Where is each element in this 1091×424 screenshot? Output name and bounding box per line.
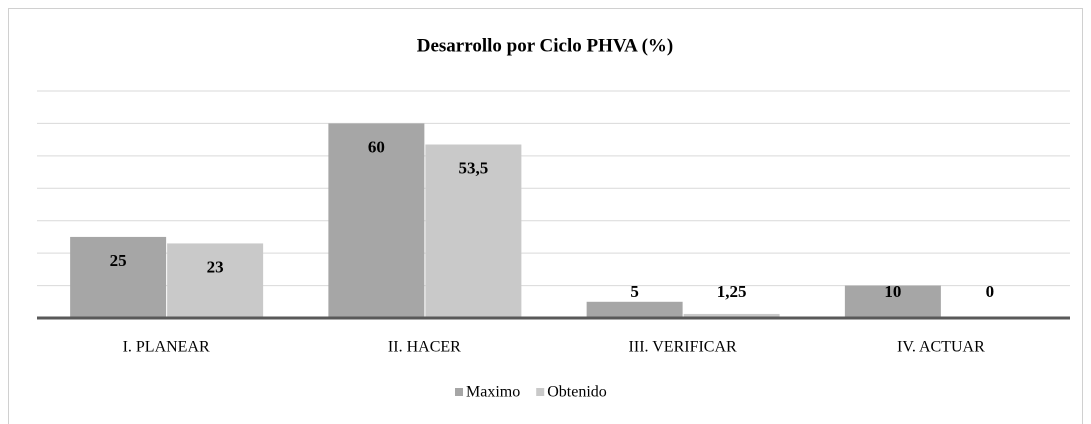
bar (70, 236, 167, 318)
data-label: 25 (110, 251, 127, 270)
legend-swatch (536, 388, 545, 396)
legend-label: Maximo (466, 384, 520, 401)
x-tick-label: IV. ACTUAR (897, 339, 985, 356)
bar (425, 144, 522, 318)
chart-frame (8, 8, 1083, 424)
x-tick-label: I. PLANEAR (123, 339, 210, 356)
data-label: 23 (207, 257, 224, 276)
bar (586, 301, 683, 318)
bar (844, 285, 941, 318)
x-tick-label: III. VERIFICAR (629, 339, 737, 356)
legend-label: Obtenido (547, 384, 607, 401)
data-label: 5 (630, 282, 639, 301)
x-tick-label: II. HACER (388, 339, 461, 356)
data-label: 0 (986, 282, 995, 301)
bar (328, 123, 425, 318)
data-label: 53,5 (459, 158, 489, 177)
bar (167, 243, 264, 318)
legend-swatch (455, 388, 463, 396)
data-label: 1,25 (717, 282, 747, 301)
data-label: 60 (368, 137, 385, 156)
bar (683, 313, 780, 318)
chart-title: Desarrollo por Ciclo PHVA (%) (417, 35, 673, 56)
data-label: 10 (884, 282, 901, 301)
